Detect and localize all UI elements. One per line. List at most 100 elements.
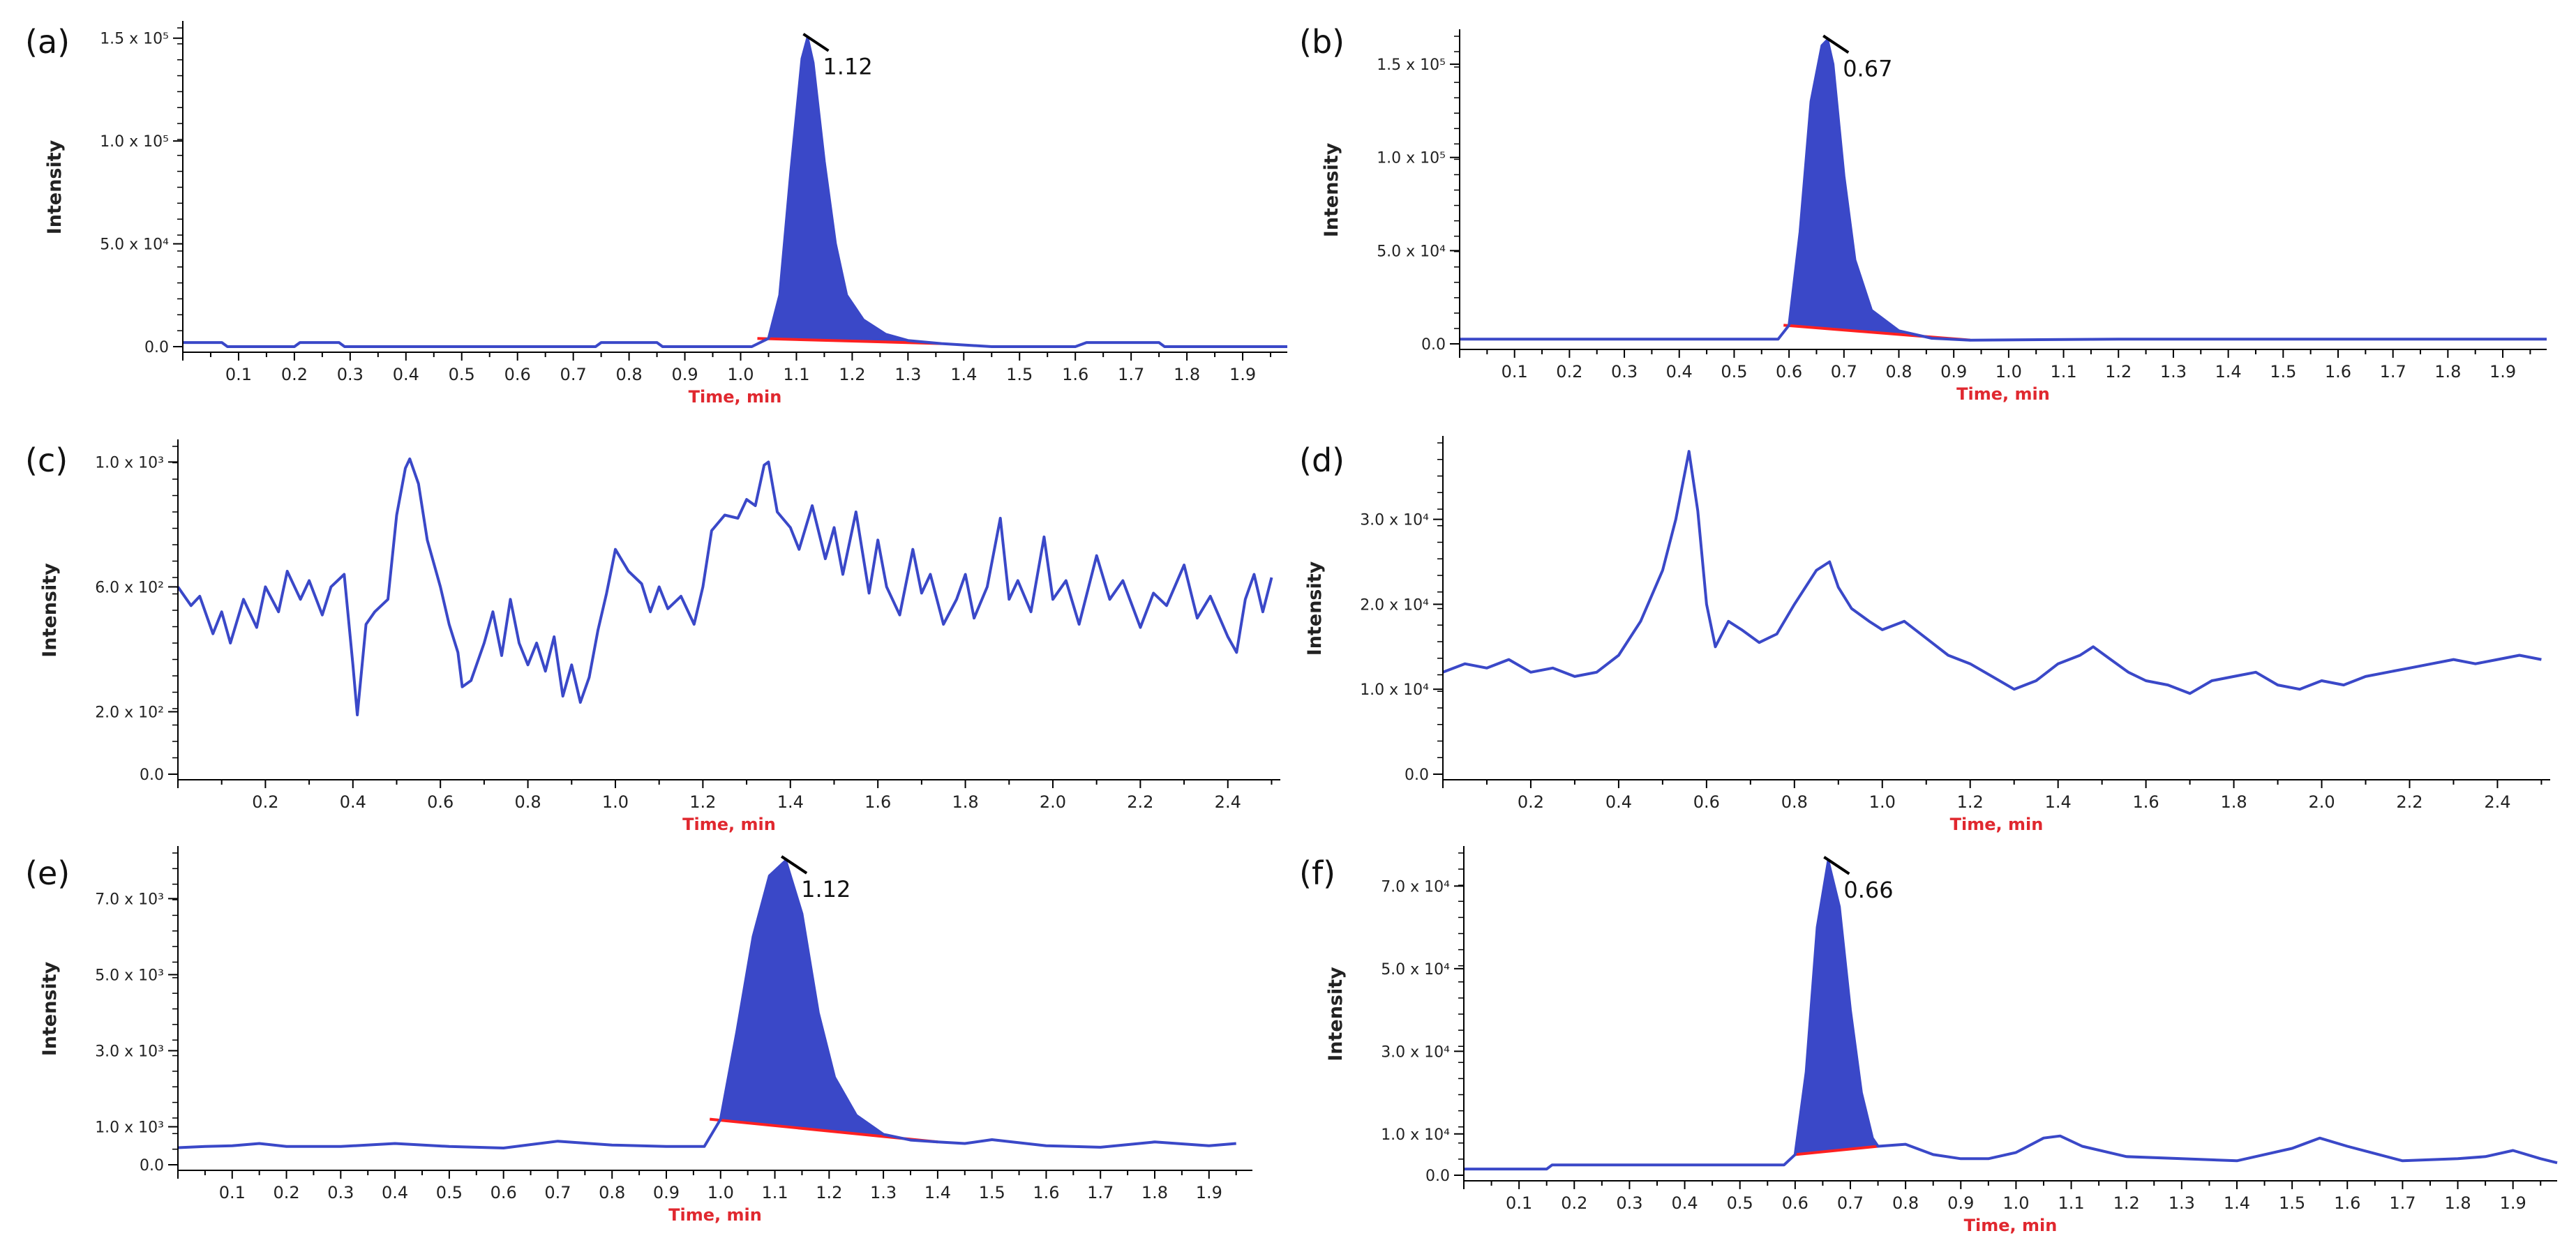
x-tick-label: 0.4 [393,365,419,384]
chart-panel-e: (e) 0.1 0.2 0.3 0.4 0.5 0.6 0.7 0.8 0.9 1.0 1.1 1.2 1… [25,846,1252,1225]
y-tick-label: 7.0 x 10³ [95,891,164,908]
x-tick-label: 1.6 [1062,365,1088,384]
x-tick-label: 1.8 [2444,1193,2471,1213]
x-tick-label: 1.7 [2389,1193,2416,1213]
x-tick-label: 1.6 [2334,1193,2360,1213]
x-tick-label: 0.5 [1727,1193,1753,1213]
y-tick-label: 1.5 x 10⁵ [100,31,169,48]
x-tick-label: 0.7 [1831,362,1857,382]
x-tick-label: 0.4 [1605,792,1632,812]
x-tick-label: 1.3 [894,365,921,384]
trace-line [1442,450,2542,695]
x-tick-label: 0.2 [1518,792,1544,812]
x-tick-label: 0.5 [449,365,475,384]
x-tick-label: 1.6 [864,792,891,812]
x-tick-label: 0.6 [1693,792,1720,812]
x-tick-label: 1.7 [1087,1183,1114,1202]
x-tick-label: 1.6 [2133,792,2159,812]
y-tick-label: 0.0 [140,767,164,784]
x-tick-label: 1.5 [1006,365,1033,384]
y-tick-label: 0.0 [1421,336,1446,354]
chart-panel-b: (b) 0.1 0.2 0.3 0.4 0.5 0.6 0.7 0.8 0.9 1.0 1.1 1.2 1… [1299,23,2547,404]
x-tick-label: 1.0 [1995,362,2022,382]
peak-label: 0.67 [1843,55,1892,82]
x-tick-label: 0.4 [1671,1193,1698,1213]
y-tick-label: 1.0 x 10⁴ [1381,1126,1450,1144]
y-axis-label: Intensity [44,139,66,234]
x-tick-label: 1.8 [1174,365,1200,384]
chart-panel-f: (f) 0.1 0.2 0.3 0.4 0.5 0.6 0.7 0.8 0.9 1.0 1.1 1.2 1… [1299,846,2558,1235]
y-axis-label: Intensity [39,961,61,1056]
x-tick-label: 0.1 [1506,1193,1532,1213]
y-tick-label: 2.0 x 10² [95,704,164,721]
x-tick-label: 0.4 [340,792,366,812]
x-tick-label: 1.7 [1118,365,1144,384]
x-tick-label: 0.6 [1782,1193,1809,1213]
x-tick-label: 0.1 [225,365,252,384]
x-tick-label: 2.2 [2396,792,2423,812]
x-tick-label: 1.4 [924,1183,951,1202]
y-tick-label: 0.0 [1425,1168,1450,1185]
x-tick-label: 1.2 [839,365,865,384]
x-tick-label: 0.2 [1561,1193,1587,1213]
peak-area [1795,861,1878,1155]
x-tick-label: 1.1 [761,1183,788,1202]
x-tick-label: 1.5 [2279,1193,2305,1213]
y-tick-label: 1.0 x 10⁵ [100,133,169,151]
x-axis-label: Time, min [1964,1216,2058,1235]
peak-label: 1.12 [801,876,851,903]
x-tick-label: 0.7 [1837,1193,1864,1213]
y-tick-label: 0.0 [140,1157,164,1175]
x-axis-label: Time, min [1956,384,2050,404]
x-tick-label: 2.0 [2308,792,2335,812]
peak-label: 0.66 [1843,877,1893,903]
y-axis-label: Intensity [1325,967,1347,1062]
y-axis-label: Intensity [39,563,61,658]
x-tick-label: 0.6 [491,1183,517,1202]
x-tick-label: 1.5 [979,1183,1005,1202]
panel-label: (f) [1299,854,1335,892]
x-tick-label: 1.0 [602,792,629,812]
x-tick-label: 1.2 [2105,362,2132,382]
y-tick-label: 1.0 x 10³ [95,454,164,471]
x-tick-label: 1.9 [2489,362,2516,382]
peak-area [757,38,942,344]
x-tick-label: 0.2 [252,792,278,812]
panel-label: (e) [25,854,70,892]
peak-marker [802,33,830,52]
x-tick-label: 1.3 [2169,1193,2195,1213]
y-tick-label: 6.0 x 10² [95,579,164,596]
peak-marker [1823,856,1850,875]
x-tick-label: 1.4 [2045,792,2072,812]
peak-marker [781,855,808,875]
x-tick-label: 0.6 [504,365,531,384]
y-tick-label: 1.0 x 10⁵ [1377,150,1446,167]
x-tick-label: 1.8 [1141,1183,1168,1202]
y-tick-label: 5.0 x 10⁴ [1381,961,1450,979]
trace-line [177,859,1236,1149]
x-tick-label: 0.3 [337,365,364,384]
y-tick-label: 5.0 x 10⁴ [1377,243,1446,260]
y-tick-label: 0.0 [1405,767,1429,784]
y-tick-label: 1.0 x 10⁴ [1360,681,1429,699]
x-tick-label: 0.7 [560,365,587,384]
x-axis-label: Time, min [682,815,776,834]
x-tick-label: 0.2 [281,365,308,384]
x-tick-label: 1.4 [2224,1193,2250,1213]
trace-line [1460,38,2547,342]
peak-label: 1.12 [823,54,872,80]
y-tick-label: 2.0 x 10⁴ [1360,596,1429,614]
x-tick-label: 1.9 [2500,1193,2526,1213]
x-tick-label: 0.9 [671,365,698,384]
x-tick-label: 1.7 [2380,362,2406,382]
y-tick-label: 5.0 x 10³ [95,967,164,984]
x-tick-label: 1.4 [777,792,804,812]
x-tick-label: 2.4 [1215,792,1241,812]
x-tick-label: 0.5 [1721,362,1747,382]
x-axis-label: Time, min [689,387,782,407]
peak-area [710,860,938,1142]
y-tick-label: 3.0 x 10⁴ [1381,1043,1450,1061]
x-tick-label: 0.6 [1776,362,1802,382]
x-tick-label: 0.8 [1885,362,1912,382]
